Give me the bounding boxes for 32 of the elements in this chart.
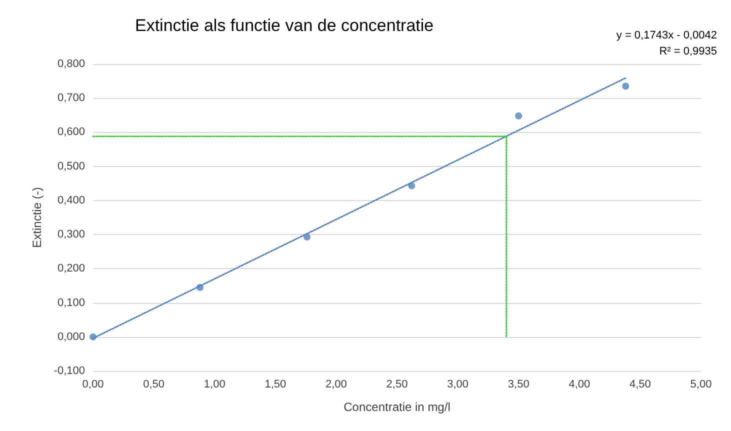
y-axis-title: Extinctie (-) [30, 187, 44, 248]
x-tick-label: 4,50 [629, 378, 651, 390]
point [515, 112, 522, 120]
y-tick-label: 0,400 [57, 194, 85, 206]
x-tick-label: 1,00 [204, 378, 226, 390]
y-tick-label: 0,800 [57, 58, 85, 70]
y-tick-label: 0,300 [57, 228, 85, 241]
text: y = 0,1743x - 0,0042 [616, 30, 717, 42]
text: R² = 0,9935 [659, 46, 717, 58]
y-tick-label: -0,100 [54, 365, 85, 377]
x-tick-label: 4,00 [568, 378, 590, 390]
x-axis-title: Concentratie in mg/l [344, 400, 450, 414]
x-tick-label: 2,00 [325, 378, 347, 390]
point [408, 182, 416, 190]
y-tick-label: 0,200 [57, 262, 85, 275]
x-tick-label: 0,50 [143, 378, 165, 390]
point [196, 284, 204, 291]
y-tick-label: 0,100 [57, 296, 85, 309]
x-tick-label: 3,50 [508, 378, 530, 390]
point [304, 233, 311, 240]
x-tick-label: 1,50 [264, 378, 286, 390]
x-tick-label: 0,00 [82, 378, 104, 390]
y-tick-label: 0,600 [57, 126, 85, 138]
chart-title: Extinctie als functie van de concentratie [135, 16, 434, 35]
y-tick-label: 0,000 [57, 330, 85, 343]
y-tick-label: 0,700 [57, 92, 85, 104]
point [622, 82, 630, 90]
y-tick-label: 0,500 [57, 160, 85, 172]
point [90, 333, 96, 340]
x-tick-label: 5,00 [690, 378, 712, 390]
x-tick-label: 3,00 [447, 378, 469, 390]
x-tick-label: 2,50 [386, 378, 408, 390]
